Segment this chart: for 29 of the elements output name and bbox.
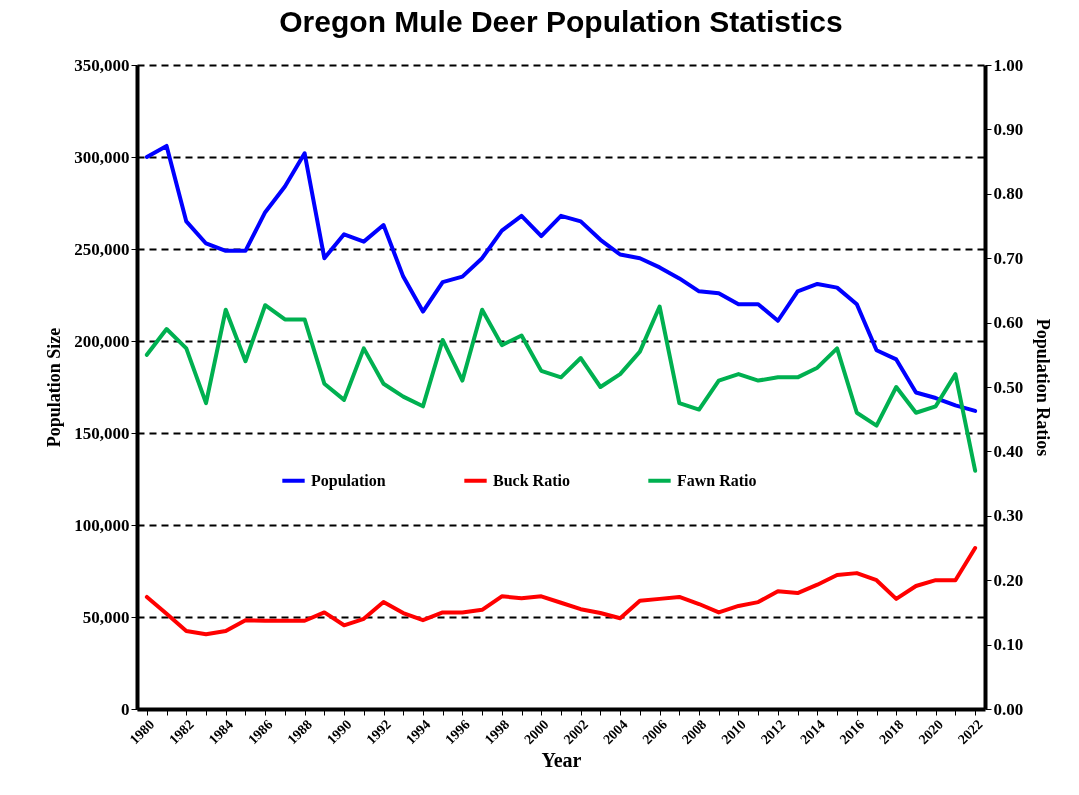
y2-tick-label: 0.20 [993,570,1024,590]
legend-label: Population [311,471,386,490]
y2-tick-label: 0.90 [993,119,1024,139]
y2-tick-label: 0.50 [993,377,1024,397]
y2-tick-label: 0.00 [993,699,1024,719]
y2-tick-label: 0.10 [993,635,1024,655]
y-axis-title: Population Size [44,327,65,448]
y-tick-label: 300,000 [74,147,130,167]
legend-label: Buck Ratio [493,471,570,489]
line-series [144,546,978,637]
y-tick-label: 200,000 [74,331,130,351]
y-tick-label: 100,000 [74,515,130,535]
y-tick-label: 0 [121,699,130,719]
legend-label: Fawn Ratio [677,471,757,489]
y2-tick-label: 0.60 [993,313,1024,333]
y2-tick-label: 0.30 [993,506,1024,526]
line-series [144,303,978,473]
y2-tick-label: 0.80 [993,184,1024,204]
y2-tick-label: 0.70 [993,248,1024,268]
y-tick-label: 250,000 [74,239,130,259]
line-series [144,143,978,413]
y2-axis-title: Population Ratios [1033,318,1054,457]
y2-tick-label: 0.40 [993,441,1024,461]
y-tick-label: 50,000 [82,607,130,627]
y2-tick-label: 1.00 [993,55,1024,75]
y-tick-label: 350,000 [74,55,130,75]
y-tick-label: 150,000 [74,423,130,443]
chart-title: Oregon Mule Deer Population Statistics [279,5,843,38]
x-axis-title: Year [541,749,582,772]
